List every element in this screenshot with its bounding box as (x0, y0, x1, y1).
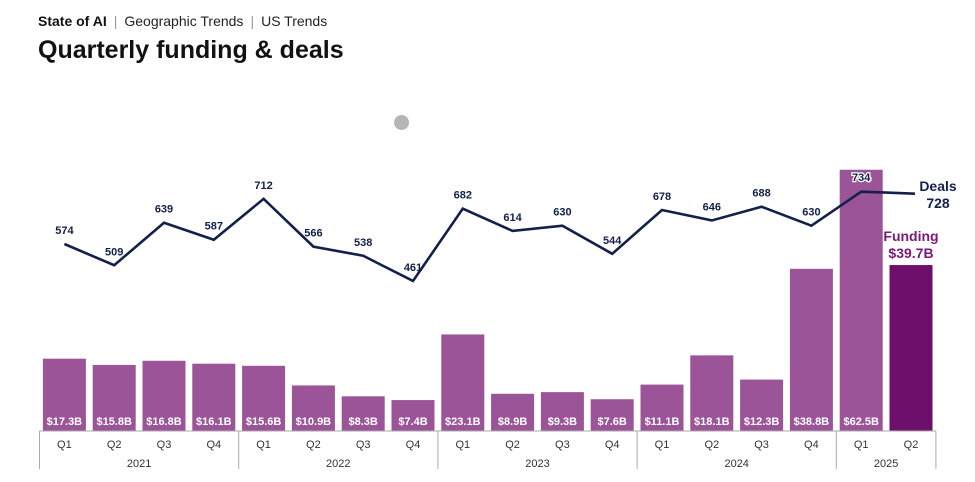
x-tick-label: Q2 (505, 439, 520, 451)
x-tick-label: Q3 (754, 439, 769, 451)
x-tick-label: Q4 (605, 439, 620, 451)
x-axis: Q1 Q2 Q3 Q4 2021 Q1 Q2 Q3 Q4 2022 Q1 Q2 Q3 Q4 2023 Q1 Q2… (40, 431, 936, 470)
x-tick-label: Q1 (256, 439, 271, 451)
funding-bar-label: $7.4B (398, 416, 427, 428)
deals-data-label: 566 (304, 228, 322, 240)
x-tick-label: Q3 (157, 439, 172, 451)
funding-bar-label: $16.1B (196, 416, 232, 428)
deals-data-label: 678 (653, 191, 671, 203)
x-tick-label: Q2 (704, 439, 719, 451)
funding-bar (890, 265, 933, 431)
deals-data-label: 688 (752, 188, 770, 200)
x-tick-label: Q3 (356, 439, 371, 451)
funding-bars (43, 170, 933, 431)
deals-data-labels: 574 509 639 587 712 566 538 461 682 614 630 544 678 6… (55, 172, 871, 274)
funding-bar-label: $8.9B (498, 416, 527, 428)
legend-deals-value: 728 (926, 195, 950, 211)
x-tick-label: Q1 (655, 439, 670, 451)
year-label: 2024 (724, 458, 748, 470)
deals-data-label: 509 (105, 246, 123, 258)
x-tick-label: Q4 (406, 439, 421, 451)
year-label: 2021 (127, 458, 151, 470)
funding-bar-label: $8.3B (349, 416, 378, 428)
legend-funding-value: $39.7B (888, 245, 933, 261)
deals-data-label: 682 (454, 190, 472, 202)
deals-data-label: 639 (155, 204, 173, 216)
funding-bar-labels: $17.3B $15.8B $16.8B $16.1B $15.6B $10.9B $8.3… (47, 416, 879, 428)
funding-bar-label: $9.3B (548, 416, 577, 428)
deals-line (64, 192, 915, 281)
funding-bar-label: $10.9B (296, 416, 332, 428)
x-tick-label: Q2 (306, 439, 321, 451)
funding-bar-label: $15.6B (246, 416, 282, 428)
legend: Deals 728 Funding $39.7B (883, 178, 956, 261)
funding-bar-label: $23.1B (445, 416, 481, 428)
x-tick-label: Q3 (555, 439, 570, 451)
deals-data-label: 538 (354, 237, 372, 249)
funding-bar-label: $16.8B (146, 416, 182, 428)
deals-data-label: 614 (503, 212, 522, 224)
deals-data-label: 461 (404, 262, 422, 274)
year-label: 2025 (874, 458, 898, 470)
funding-bar (790, 269, 833, 431)
deals-data-label: 712 (254, 180, 272, 192)
x-tick-label: Q4 (804, 439, 819, 451)
deals-data-label: 630 (553, 207, 571, 219)
funding-bar-label: $12.3B (744, 416, 780, 428)
deals-data-label: 630 (802, 207, 820, 219)
funding-bar-label: $17.3B (47, 416, 83, 428)
x-tick-label: Q2 (904, 439, 919, 451)
x-tick-label: Q4 (206, 439, 221, 451)
year-label: 2023 (525, 458, 549, 470)
deals-data-label: 646 (703, 201, 721, 213)
deals-data-label: 734 (852, 172, 871, 184)
legend-funding-title: Funding (883, 228, 938, 244)
funding-bar-label: $38.8B (794, 416, 830, 428)
funding-bar-label: $7.6B (598, 416, 627, 428)
deals-data-label: 574 (55, 225, 74, 237)
funding-bar-label: $62.5B (843, 416, 879, 428)
deals-data-label: 587 (205, 221, 223, 233)
legend-deals-title: Deals (919, 178, 957, 194)
deals-data-label: 544 (603, 235, 622, 247)
x-tick-label: Q1 (57, 439, 72, 451)
x-tick-label: Q1 (854, 439, 869, 451)
funding-bar-label: $18.1B (694, 416, 730, 428)
year-label: 2022 (326, 458, 350, 470)
funding-bar-label: $11.1B (645, 416, 680, 428)
deals-line-series (64, 192, 915, 281)
funding-bar (840, 170, 883, 431)
x-tick-label: Q2 (107, 439, 122, 451)
funding-bar-label: $15.8B (96, 416, 132, 428)
x-tick-label: Q1 (455, 439, 470, 451)
